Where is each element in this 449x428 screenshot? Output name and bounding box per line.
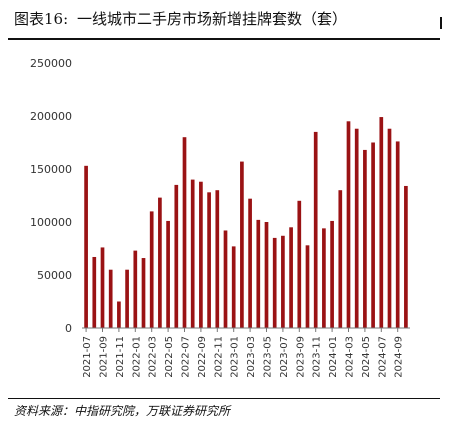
bar-2022-11 bbox=[215, 190, 220, 328]
y-tick-label: 150000 bbox=[30, 163, 72, 176]
bar-2022-01 bbox=[133, 250, 138, 328]
bar-2022-08 bbox=[190, 179, 195, 328]
x-tick-label: 2021-07 bbox=[82, 336, 93, 378]
source-rule bbox=[8, 398, 440, 399]
bar-2022-05 bbox=[166, 220, 170, 328]
figure-number: 图表16: bbox=[14, 10, 69, 28]
bar-2024-08 bbox=[387, 128, 392, 328]
x-axis-tick-labels: 2021-07 2021-09 2021-11 2022-01 2022-03 2022-… bbox=[82, 336, 405, 378]
bar-2024-06 bbox=[371, 142, 375, 328]
bar-2023-07 bbox=[281, 235, 285, 328]
bar-2023-12 bbox=[322, 228, 326, 328]
x-tick-label: 2022-07 bbox=[181, 336, 192, 378]
x-tick-label: 2024-09 bbox=[394, 336, 405, 378]
x-tick-label: 2023-07 bbox=[279, 336, 290, 378]
bar-2023-06 bbox=[272, 237, 277, 328]
bar-2024-10 bbox=[404, 185, 408, 328]
bar-2022-03 bbox=[149, 211, 154, 328]
bar-2022-10 bbox=[207, 192, 211, 328]
bar-2023-11 bbox=[313, 131, 318, 328]
x-tick-label: 2021-09 bbox=[99, 336, 110, 378]
x-tick-label: 2022-01 bbox=[131, 336, 142, 378]
x-tick-label: 2023-11 bbox=[312, 336, 323, 378]
y-tick-label: 0 bbox=[65, 322, 72, 335]
figure-title: 图表16: 一线城市二手房市场新增挂牌套数（套） bbox=[14, 8, 347, 29]
bar-2023-03 bbox=[248, 198, 252, 328]
bar-2022-09 bbox=[199, 181, 203, 328]
figure-title-text: 一线城市二手房市场新增挂牌套数（套） bbox=[76, 10, 347, 28]
x-tick-label: 2022-11 bbox=[213, 336, 224, 378]
x-tick-label: 2024-07 bbox=[377, 336, 388, 378]
bar-2024-01 bbox=[330, 220, 334, 328]
y-tick-label: 250000 bbox=[30, 57, 72, 70]
bar-2023-08 bbox=[289, 227, 293, 328]
bar-series bbox=[84, 117, 408, 328]
y-tick-label: 100000 bbox=[30, 216, 72, 229]
bar-2021-07 bbox=[84, 165, 88, 328]
x-tick-label: 2022-09 bbox=[197, 336, 208, 378]
bar-2024-03 bbox=[346, 121, 351, 328]
x-tick-label: 2022-03 bbox=[148, 336, 159, 378]
x-tick-label: 2022-05 bbox=[164, 336, 175, 378]
y-axis-tick-labels: 0 50000 100000 150000 200000 250000 bbox=[30, 57, 72, 335]
bar-2024-09 bbox=[395, 141, 400, 328]
x-tick-label: 2024-05 bbox=[361, 336, 372, 378]
x-axis bbox=[82, 327, 410, 332]
page-edge-mark bbox=[440, 17, 442, 29]
x-tick-label: 2023-01 bbox=[230, 336, 241, 378]
bar-2024-02 bbox=[338, 190, 343, 328]
x-tick-label: 2023-05 bbox=[263, 336, 274, 378]
bar-2021-09 bbox=[100, 247, 105, 328]
x-tick-label: 2024-03 bbox=[345, 336, 356, 378]
bar-2021-10 bbox=[108, 269, 113, 328]
bar-2022-12 bbox=[223, 230, 228, 328]
bar-2022-04 bbox=[158, 197, 162, 328]
x-tick-label: 2024-01 bbox=[328, 336, 339, 378]
bar-2023-10 bbox=[305, 245, 310, 328]
y-tick-label: 200000 bbox=[30, 110, 72, 123]
y-tick-label: 50000 bbox=[37, 269, 72, 282]
bar-2022-06 bbox=[174, 184, 179, 328]
bar-2021-12 bbox=[125, 269, 129, 328]
bar-2022-02 bbox=[141, 258, 146, 328]
bar-2024-07 bbox=[379, 117, 384, 328]
bar-2023-09 bbox=[297, 200, 302, 328]
bar-2021-08 bbox=[92, 256, 97, 328]
source-note: 资料来源：中指研究院，万联证券研究所 bbox=[14, 404, 231, 418]
bar-2022-07 bbox=[182, 137, 187, 328]
x-tick-label: 2021-11 bbox=[115, 336, 126, 378]
bar-2023-01 bbox=[231, 246, 236, 328]
bar-2021-11 bbox=[117, 301, 121, 328]
x-tick-label: 2023-03 bbox=[246, 336, 257, 378]
x-tick-label: 2023-09 bbox=[295, 336, 306, 378]
bar-2023-05 bbox=[264, 222, 269, 328]
bar-2024-05 bbox=[363, 149, 367, 328]
title-rule bbox=[8, 38, 440, 40]
bar-2024-04 bbox=[354, 128, 359, 328]
bar-2023-04 bbox=[256, 219, 261, 328]
bar-2023-02 bbox=[240, 161, 244, 328]
